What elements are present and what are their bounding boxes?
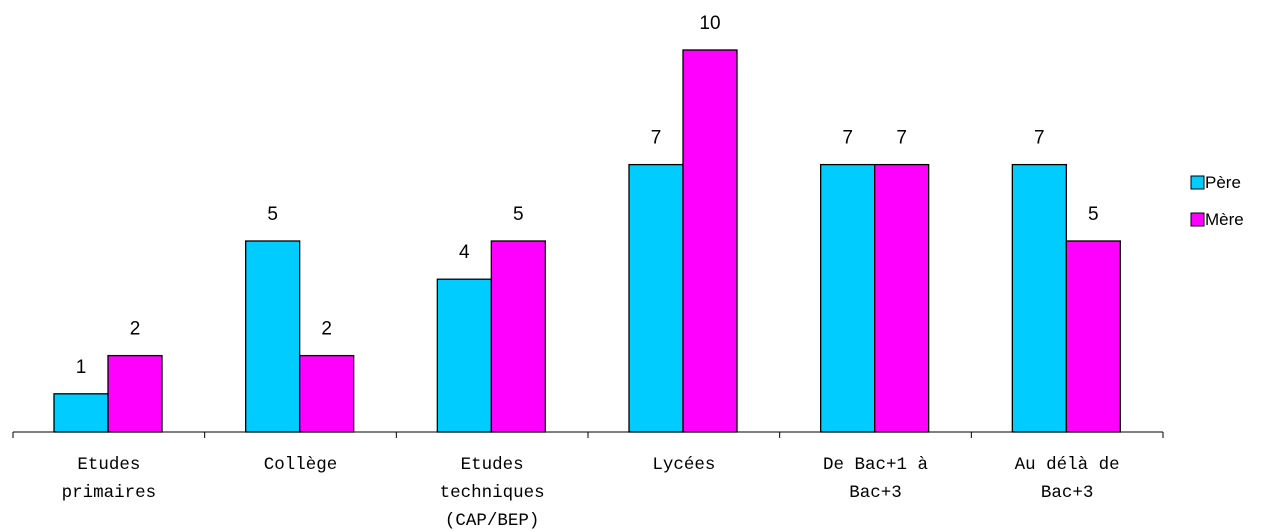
bar-pere-1 <box>245 240 301 433</box>
bar-pere-2 <box>436 278 492 433</box>
data-label: 7 <box>651 128 662 149</box>
bar-pere-5 <box>1011 163 1067 433</box>
data-label: 4 <box>459 242 470 263</box>
legend-label: Père <box>1205 173 1241 192</box>
data-label: 2 <box>130 319 141 340</box>
legend-swatch <box>1190 175 1205 190</box>
data-label: 7 <box>842 128 853 149</box>
x-tick-label: De Bac+1 à Bac+3 <box>823 455 928 503</box>
x-tick-label: Etudes primaires <box>62 455 157 503</box>
x-tick-label: Etudes techniques (CAP/BEP) <box>440 455 545 531</box>
data-label: 5 <box>1088 204 1099 225</box>
data-label: 2 <box>321 319 332 340</box>
data-label: 7 <box>1034 128 1045 149</box>
x-tick-label: Au délà de Bac+3 <box>1015 455 1120 503</box>
bar-pere-3 <box>628 163 684 433</box>
bar-pere-0 <box>53 393 109 433</box>
legend: Père Mère <box>1190 173 1244 229</box>
data-label: 5 <box>513 204 524 225</box>
bar-mere-3 <box>682 49 738 433</box>
x-axis <box>12 431 1164 438</box>
bar-mere-4 <box>874 163 930 433</box>
legend-label: Mère <box>1205 210 1244 229</box>
bar-pere-4 <box>820 163 876 433</box>
x-tick-labels-group: Etudes primaires Collège Etudes techniques (C… <box>62 455 1120 531</box>
bar-mere-1 <box>299 354 355 433</box>
bar-mere-5 <box>1065 240 1121 433</box>
data-label: 5 <box>267 204 278 225</box>
data-label: 10 <box>699 13 720 34</box>
data-label: 7 <box>896 128 907 149</box>
x-tick-label: Lycées <box>652 455 715 475</box>
data-label: 1 <box>76 357 87 378</box>
bars-group <box>53 49 1121 433</box>
value-labels-group: 1 5 4 7 7 7 2 2 5 10 7 5 <box>76 13 1099 378</box>
bar-mere-0 <box>107 354 163 433</box>
bar-mere-2 <box>490 240 546 433</box>
x-tick-label: Collège <box>264 455 338 475</box>
legend-swatch <box>1190 212 1205 227</box>
